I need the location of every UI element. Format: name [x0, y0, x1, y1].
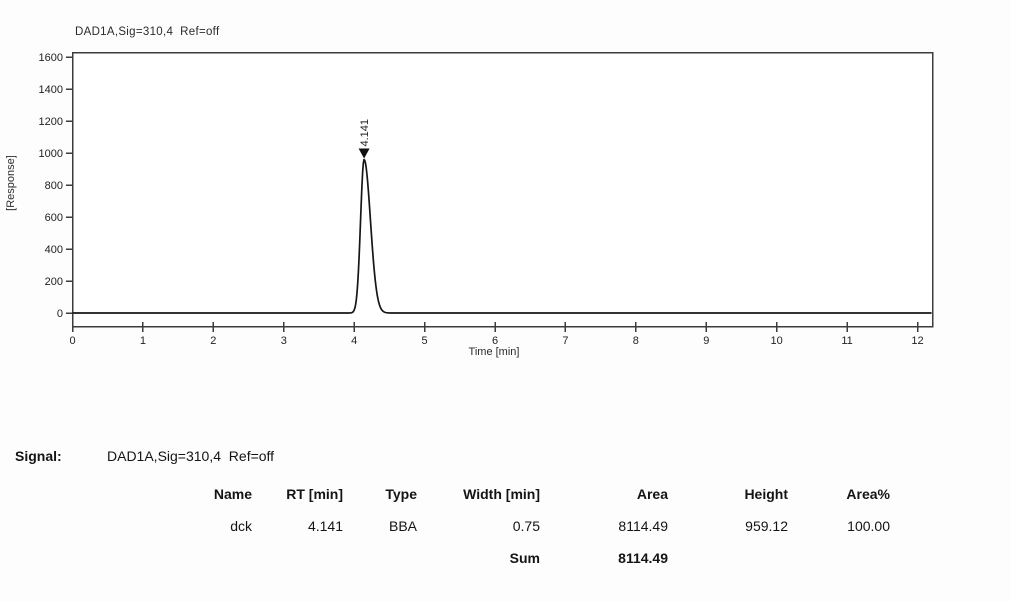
peak-table-cell: [0, 542, 252, 574]
peak-table-header: Width [min]: [463, 486, 540, 502]
peak-table-row: dck 4.141 BBA 0.75 8114.49 959.12 100.00: [0, 510, 890, 542]
x-tick-label: 4: [351, 335, 357, 347]
peak-table-header: Area%: [846, 486, 890, 502]
peak-table-cell: BBA: [388, 518, 417, 534]
x-axis-label: Time [min]: [468, 346, 520, 358]
y-tick-label: 600: [45, 212, 63, 224]
peak-table-header: Area: [636, 486, 668, 502]
x-tick-label: 1: [140, 335, 146, 347]
peak-table-cell: [252, 542, 343, 574]
peak-table-header: Type: [385, 486, 417, 502]
x-tick-label: 7: [562, 335, 568, 347]
y-tick-label: 0: [57, 308, 63, 320]
peak-table-header-row: Name RT [min] Type Width [min] Area Height Are…: [0, 478, 890, 510]
sum-area-value: 8114.49: [618, 550, 668, 566]
peak-table-cell: dck: [230, 518, 252, 534]
x-tick-label: 11: [841, 335, 852, 347]
chart-title: DAD1A,Sig=310,4 Ref=off: [75, 26, 220, 38]
signal-trace: [72, 158, 932, 314]
peak-table-cell: 4.141: [307, 518, 343, 534]
sum-label: Sum: [509, 550, 540, 566]
x-tick-label: 5: [422, 335, 428, 347]
peak-table-cell: 8114.49: [618, 518, 668, 534]
peak-table-cell: 100.00: [847, 518, 890, 534]
peak-table-sum-row: Sum 8114.49: [0, 542, 890, 574]
peak-table-header: Height: [744, 486, 788, 502]
y-tick-label: 800: [45, 180, 63, 192]
peak-table-cell: 0.75: [512, 518, 540, 534]
peak-table-cell: [668, 542, 788, 574]
x-tick-label: 6: [492, 335, 498, 347]
x-tick-label: 12: [911, 335, 923, 347]
y-tick-label: 200: [45, 276, 63, 288]
peak-rt-label: 4.141: [359, 119, 371, 147]
y-tick-label: 1000: [39, 148, 63, 160]
peak-table-cell: 959.12: [745, 518, 788, 534]
peak-table: Name RT [min] Type Width [min] Area Height Are…: [0, 478, 890, 574]
y-tick-label: 1600: [39, 52, 63, 64]
y-tick-label: 1400: [39, 84, 63, 96]
peak-table-header: Name: [213, 486, 252, 502]
x-tick-label: 8: [633, 335, 639, 347]
x-tick-label: 2: [210, 335, 216, 347]
peak-table-cell: [343, 542, 417, 574]
y-tick-label: 400: [45, 244, 63, 256]
plot-frame: [71, 51, 934, 328]
y-tick-label: 1200: [39, 116, 63, 128]
peak-apex-marker: [358, 148, 370, 159]
signal-value: DAD1A,Sig=310,4 Ref=off: [107, 448, 275, 464]
peak-table-cell: [788, 542, 890, 574]
x-tick-label: 10: [771, 335, 783, 347]
x-tick-label: 0: [69, 335, 75, 347]
x-tick-label: 9: [703, 335, 709, 347]
peak-table-header: RT [min]: [286, 486, 343, 502]
signal-label: Signal:: [15, 448, 62, 464]
x-tick-label: 3: [281, 335, 287, 347]
